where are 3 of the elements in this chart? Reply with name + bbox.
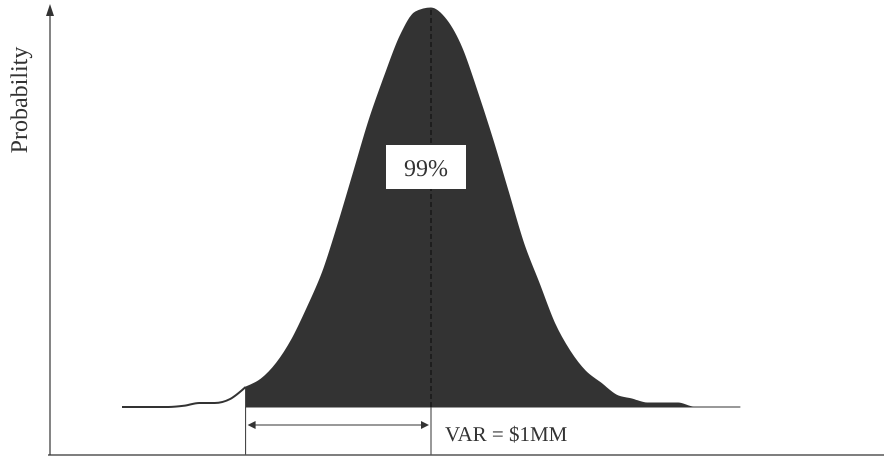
y-axis-title: Probability <box>7 46 33 154</box>
text: VAR = $1MM <box>445 422 568 446</box>
annotation: 99% <box>404 156 448 182</box>
